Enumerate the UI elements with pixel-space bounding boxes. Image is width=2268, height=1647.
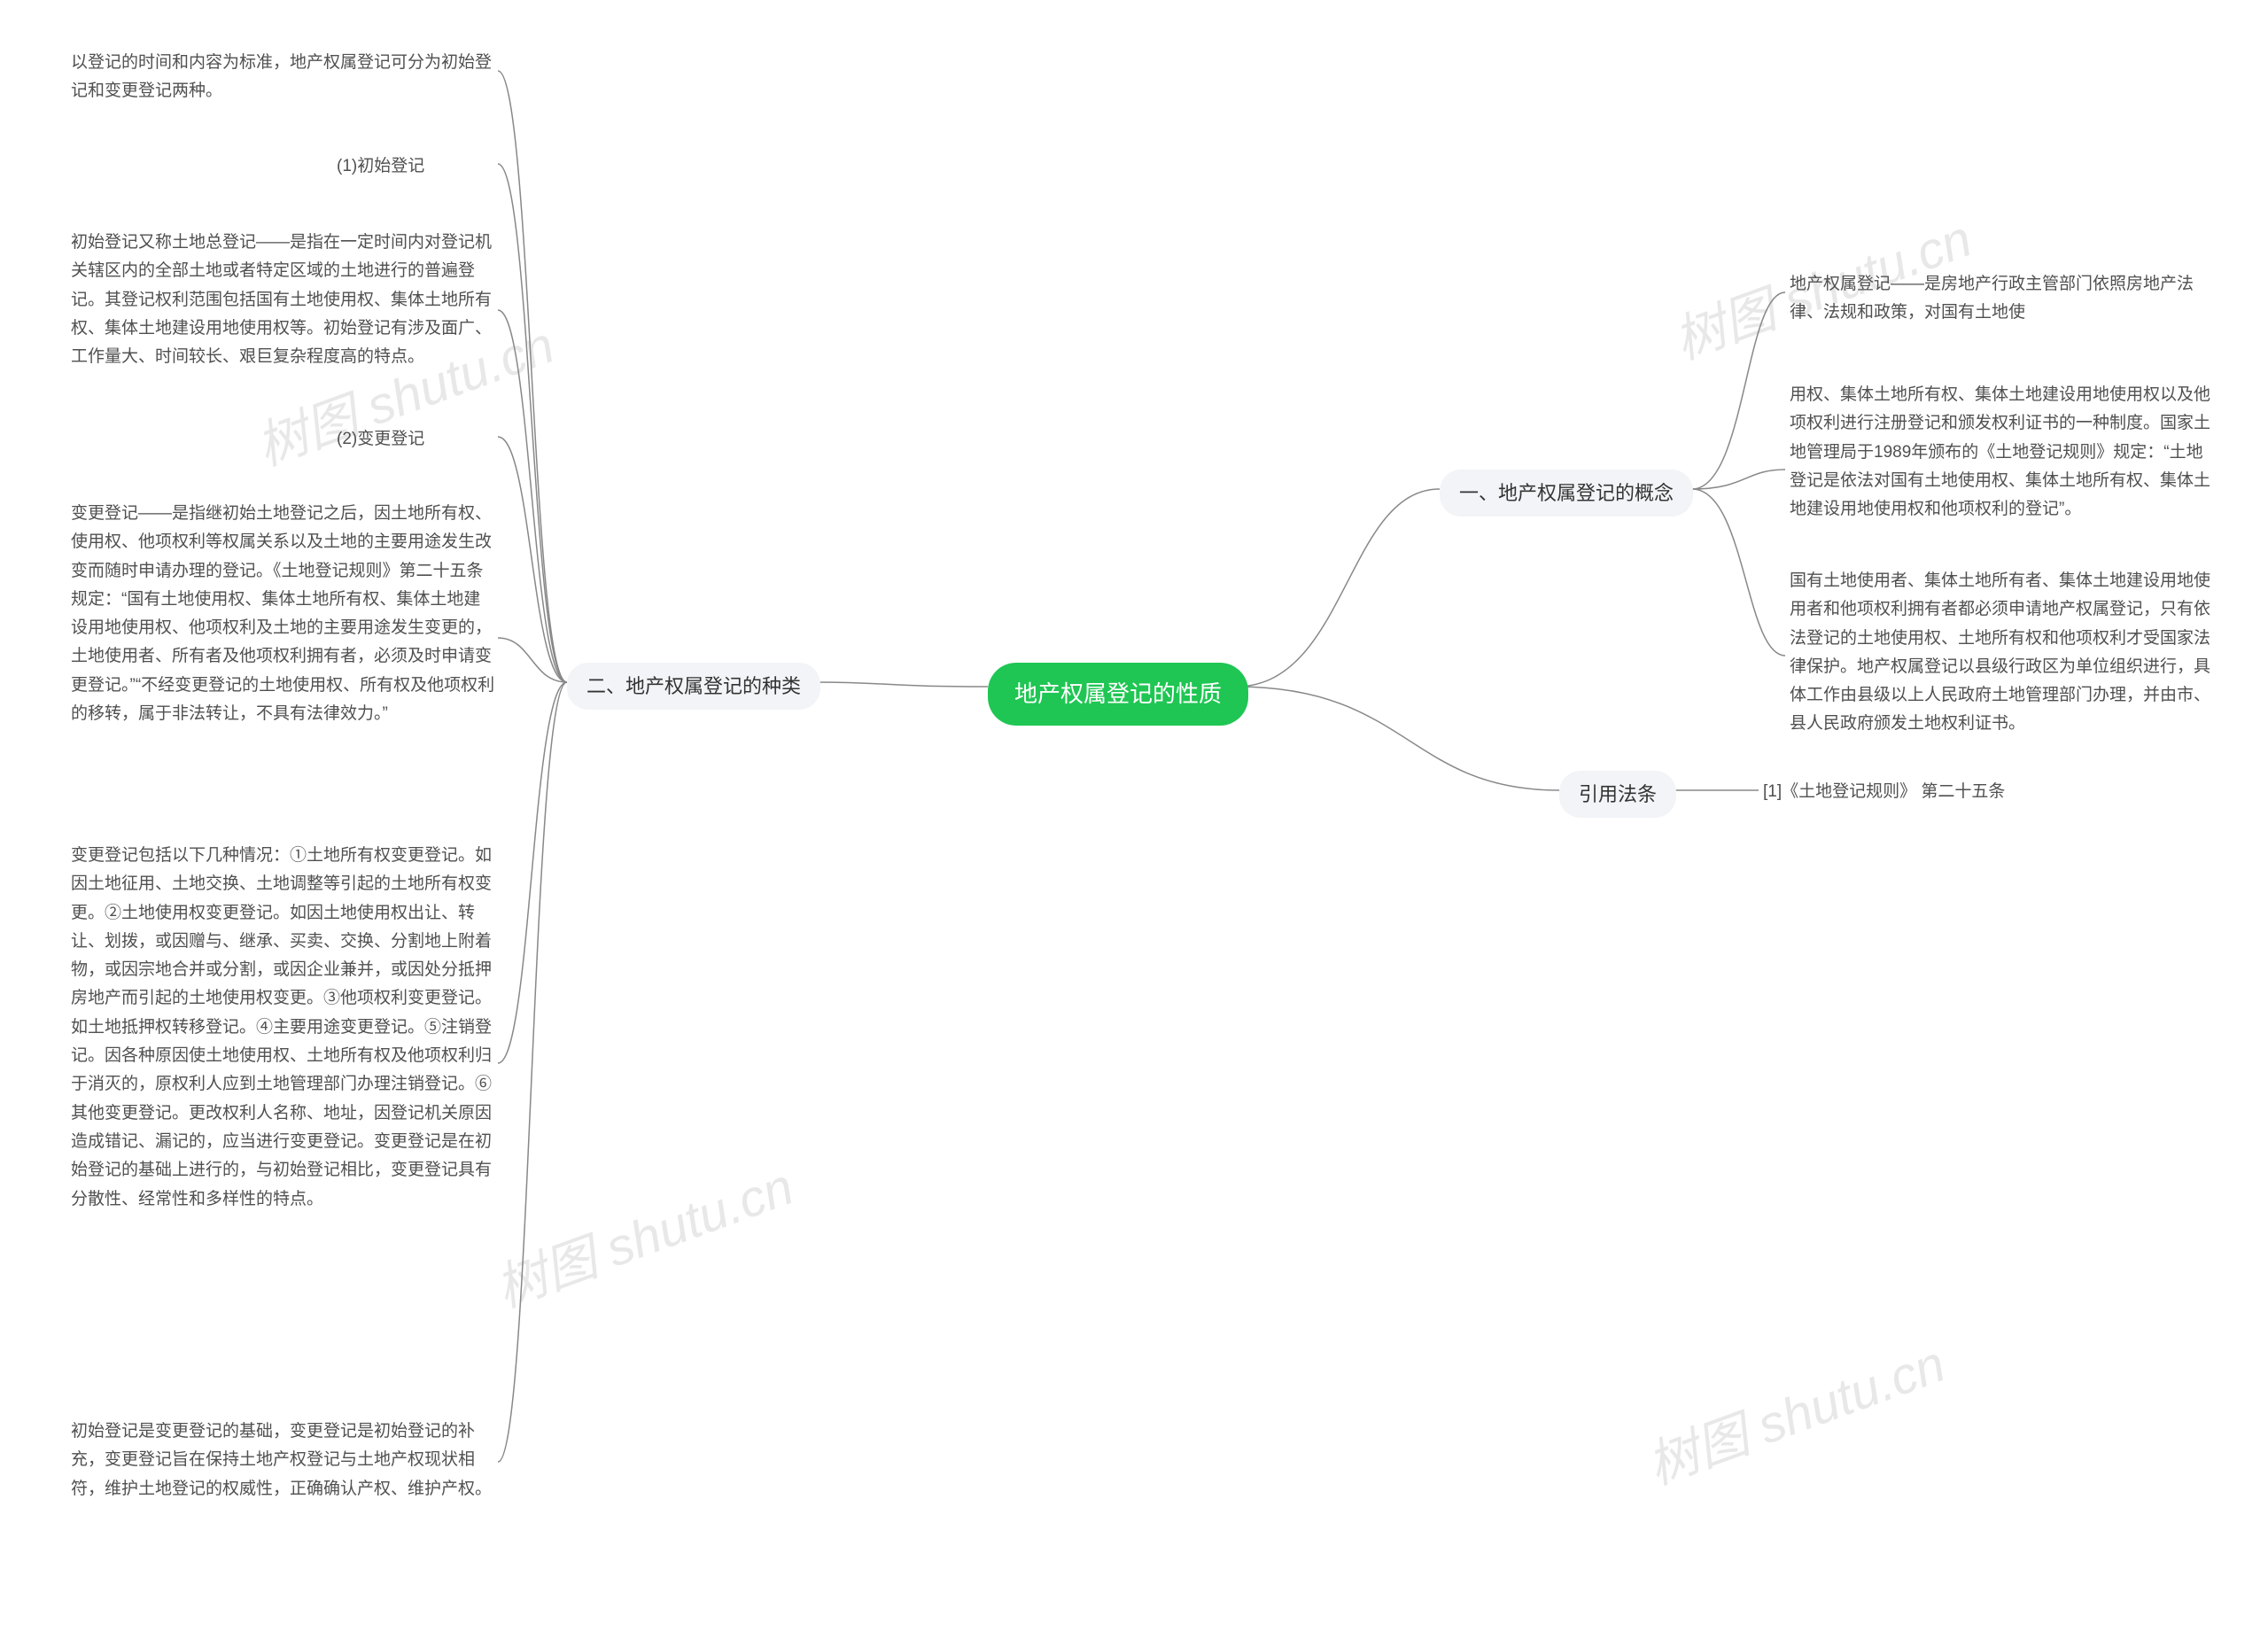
leaf-b2-6: 变更登记包括以下几种情况：①土地所有权变更登记。如因土地征用、土地交换、土地调整… (71, 842, 496, 1214)
watermark: 树图 shutu.cn (1635, 1322, 1953, 1498)
leaf-b1-2: 用权、集体土地所有权、集体土地建设用地使用权以及他项权利进行注册登记和颁发权利证… (1790, 381, 2215, 524)
branch-citation: 引用法条 (1559, 771, 1676, 818)
root-node: 地产权属登记的性质 (988, 663, 1248, 726)
leaf-b1-3: 国有土地使用者、集体土地所有者、集体土地建设用地使用者和他项权利拥有者都必须申请… (1790, 567, 2215, 739)
citation-text: [1]《土地登记规则》 第二十五条 (1763, 778, 2005, 802)
leaf-b2-7: 初始登记是变更登记的基础，变更登记是初始登记的补充，变更登记旨在保持土地产权登记… (71, 1418, 496, 1503)
branch-types: 二、地产权属登记的种类 (567, 663, 820, 710)
leaf-b2-4: (2)变更登记 (337, 425, 424, 454)
watermark: 树图 shutu.cn (484, 1145, 802, 1321)
leaf-b2-1: 以登记的时间和内容为标准，地产权属登记可分为初始登记和变更登记两种。 (71, 49, 496, 106)
leaf-b1-1: 地产权属登记——是房地产行政主管部门依照房地产法律、法规和政策，对国有土地使 (1790, 270, 2215, 328)
leaf-b2-2: (1)初始登记 (337, 152, 424, 181)
leaf-b2-5: 变更登记——是指继初始土地登记之后，因土地所有权、使用权、他项权利等权属关系以及… (71, 500, 496, 728)
leaf-b2-3: 初始登记又称土地总登记——是指在一定时间内对登记机关辖区内的全部土地或者特定区域… (71, 229, 496, 371)
branch-concept: 一、地产权属登记的概念 (1440, 470, 1693, 517)
